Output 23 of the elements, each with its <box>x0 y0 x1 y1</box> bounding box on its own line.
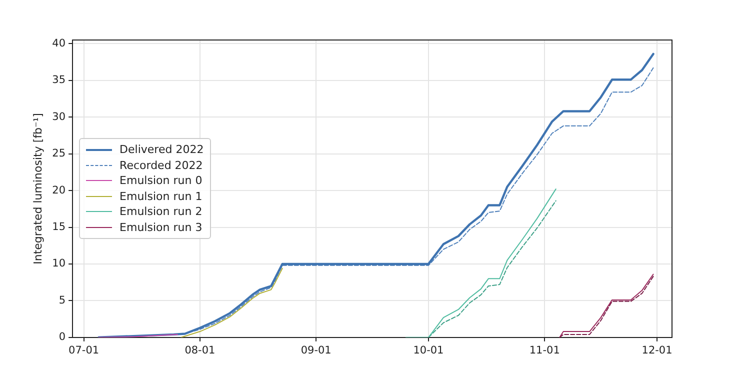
y-tick-label: 35 <box>52 74 66 86</box>
x-tick-label: 07-01 <box>68 344 100 356</box>
legend-label: Emulsion run 3 <box>120 220 202 234</box>
line-series <box>428 200 556 338</box>
x-tick-label: 10-01 <box>413 344 444 356</box>
legend-label: Emulsion run 0 <box>120 174 202 188</box>
x-tick-label: 08-01 <box>184 344 216 356</box>
y-tick-label: 5 <box>58 294 66 306</box>
y-axis-title: Integrated luminosity [fb⁻¹] <box>31 113 44 264</box>
y-tick-label: 0 <box>58 331 66 344</box>
y-tick-label: 25 <box>52 148 66 160</box>
legend-label: Delivered 2022 <box>120 143 204 156</box>
legend-label: Recorded 2022 <box>120 158 203 172</box>
x-tick-label: 11-01 <box>529 344 560 356</box>
legend-label: Emulsion run 2 <box>120 205 202 218</box>
x-tick-label: 12-01 <box>642 344 672 356</box>
x-tick-label: 09-01 <box>300 344 332 356</box>
y-tick-label: 40 <box>52 37 66 50</box>
y-tick-label: 10 <box>52 258 66 270</box>
legend-label: Emulsion run 1 <box>120 190 202 203</box>
y-tick-label: 20 <box>52 184 66 196</box>
y-tick-label: 30 <box>52 110 66 123</box>
y-tick-label: 15 <box>52 220 66 233</box>
